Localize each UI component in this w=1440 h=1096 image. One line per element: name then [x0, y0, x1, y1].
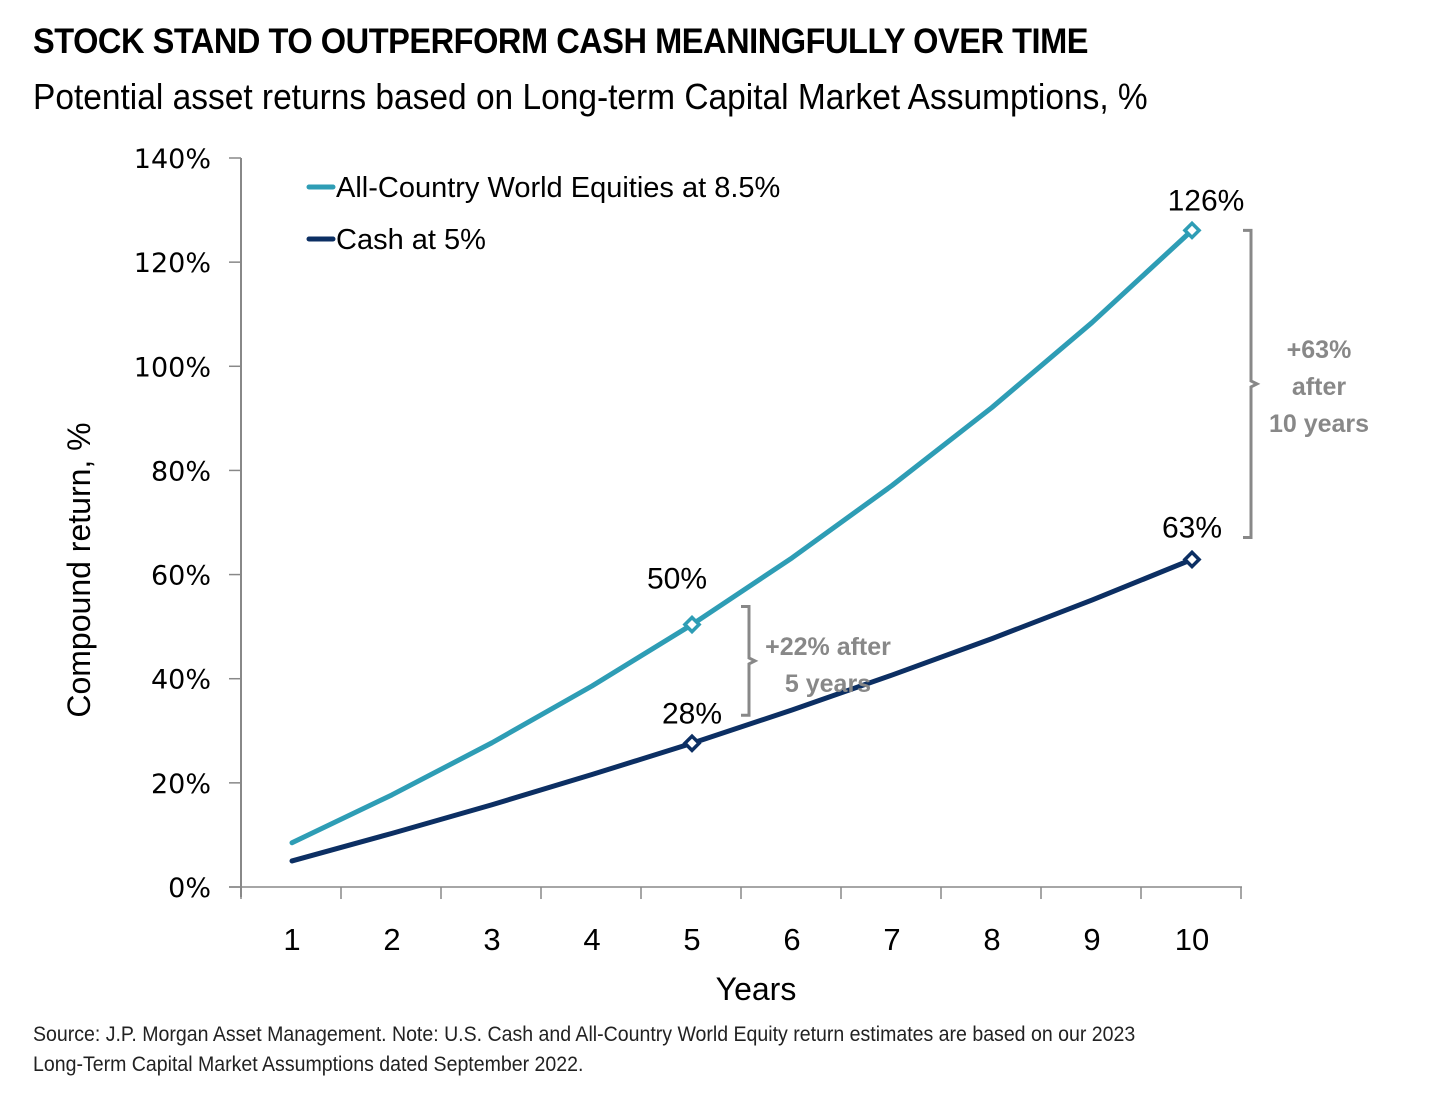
difference-annotation: after — [1292, 373, 1346, 401]
series-marker-0 — [1182, 220, 1202, 240]
y-axis-title: Compound return, % — [61, 422, 97, 717]
series-line-1 — [289, 556, 1195, 864]
difference-bracket — [1243, 228, 1261, 539]
y-tick-label: 80% — [151, 456, 211, 487]
axes: 0% 20% 40% 60% 80% 100% 120% 140% 1 2 3 4 5 6 7 8 9 10 Yea… — [61, 144, 1242, 1007]
y-tick-label: 140% — [134, 144, 211, 175]
y-tick-label: 120% — [134, 248, 211, 279]
legend-label: Cash at 5% — [336, 224, 486, 256]
series-line-0 — [289, 227, 1195, 846]
x-tick-label: 1 — [283, 922, 300, 957]
data-label: 63% — [1162, 511, 1222, 544]
legend-label: All-Country World Equities at 8.5% — [336, 172, 780, 204]
y-tick-label: 40% — [151, 665, 211, 696]
data-label: 28% — [662, 697, 722, 730]
y-tick-label: 100% — [134, 352, 211, 383]
series-marker-1 — [682, 733, 702, 753]
difference-annotation: 10 years — [1269, 410, 1369, 438]
difference-annotation: +63% — [1287, 336, 1352, 364]
data-labels: 50% 28% 126% 63% — [647, 184, 1244, 730]
difference-bracket — [741, 605, 759, 717]
x-tick-label: 3 — [483, 922, 500, 957]
difference-annotation: 5 years — [785, 670, 871, 698]
source-line-2: Long-Term Capital Market Assumptions dat… — [33, 1053, 584, 1076]
data-label: 50% — [647, 563, 707, 596]
x-tick-label: 10 — [1175, 922, 1209, 957]
series-marker-0 — [682, 615, 702, 635]
x-tick-label: 5 — [683, 922, 700, 957]
y-tick-label: 20% — [151, 769, 211, 800]
source-note: Source: J.P. Morgan Asset Management. No… — [33, 1020, 1135, 1080]
series-markers — [682, 220, 1202, 753]
x-tick-label: 7 — [883, 922, 900, 957]
difference-annotation: +22% after — [765, 633, 891, 661]
chart-subtitle: Potential asset returns based on Long-te… — [33, 76, 1148, 117]
y-tick-label: 60% — [151, 561, 211, 592]
x-tick-label: 2 — [383, 922, 400, 957]
series-lines — [289, 227, 1195, 864]
series-marker-1 — [1182, 549, 1202, 570]
x-tick-label: 4 — [583, 922, 600, 957]
source-line-1: Source: J.P. Morgan Asset Management. No… — [33, 1023, 1136, 1046]
legend: All-Country World Equities at 8.5% Cash a… — [306, 172, 780, 256]
y-tick-label: 0% — [168, 873, 211, 904]
x-tick-label: 6 — [783, 922, 800, 957]
annotations: +22% after 5 years +63% after 10 years — [741, 228, 1369, 717]
x-axis-title: Years — [716, 971, 797, 1007]
data-label: 126% — [1168, 184, 1245, 217]
chart-title: STOCK STAND TO OUTPERFORM CASH MEANINGFU… — [33, 22, 1088, 61]
x-tick-label: 8 — [983, 922, 1000, 957]
x-tick-label: 9 — [1083, 922, 1100, 957]
